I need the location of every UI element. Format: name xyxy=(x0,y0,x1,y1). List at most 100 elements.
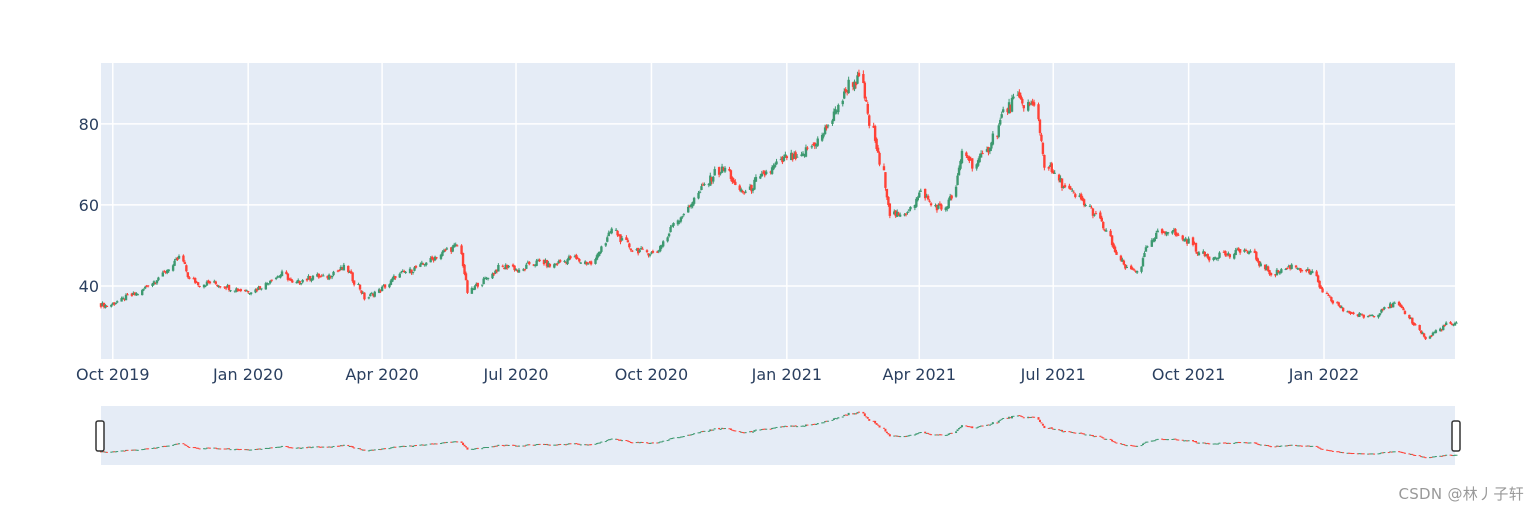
candle-body xyxy=(270,279,273,281)
candle-body xyxy=(219,286,222,288)
candle-body xyxy=(1208,256,1211,261)
slider-candle xyxy=(906,435,909,437)
slider-candle xyxy=(693,433,696,435)
candle-body xyxy=(719,172,722,174)
candle-body xyxy=(832,111,836,121)
candle-body xyxy=(604,243,608,246)
candle-body xyxy=(1246,251,1249,253)
slider-candle xyxy=(481,448,484,450)
slider-candle xyxy=(1061,429,1064,432)
candle-body xyxy=(1162,231,1165,233)
slider-candle xyxy=(729,428,732,430)
candle-body xyxy=(1152,239,1155,242)
slider-candle xyxy=(207,447,210,449)
range-slider-left-handle[interactable] xyxy=(95,420,105,452)
candle-body xyxy=(1315,271,1318,277)
candle-body xyxy=(1387,307,1390,309)
candle-body xyxy=(913,205,917,208)
candle-body xyxy=(991,133,995,145)
range-slider-area[interactable] xyxy=(101,406,1455,465)
candle-body xyxy=(1049,165,1052,167)
candle-body xyxy=(132,292,135,295)
slider-candle xyxy=(400,446,403,448)
candle-body xyxy=(1225,254,1229,256)
slider-candle xyxy=(578,443,581,445)
slider-candle xyxy=(291,447,294,449)
candle-body xyxy=(229,290,232,292)
slider-candle xyxy=(731,429,734,431)
slider-candle xyxy=(1011,416,1014,419)
slider-candle xyxy=(1434,456,1437,458)
candle-body xyxy=(246,291,250,293)
candle-body xyxy=(526,262,530,264)
slider-candle xyxy=(250,449,253,451)
candle-body xyxy=(504,264,507,270)
candle-body xyxy=(744,191,747,193)
candle-body xyxy=(944,207,947,211)
slider-candle xyxy=(1136,445,1139,447)
slider-candle xyxy=(226,448,229,450)
candle-body xyxy=(133,292,137,295)
slider-candle xyxy=(1454,454,1456,456)
range-slider-right-handle[interactable] xyxy=(1451,420,1461,452)
slider-candle xyxy=(248,449,251,451)
slider-candle xyxy=(1125,445,1128,447)
slider-candle xyxy=(300,447,303,449)
candle-body xyxy=(1119,255,1123,261)
candle-body xyxy=(135,293,138,296)
slider-candle xyxy=(1317,446,1320,448)
slider-candle xyxy=(918,432,921,434)
candle-body xyxy=(710,177,713,182)
slider-candle xyxy=(213,447,216,449)
candle-body xyxy=(935,204,939,211)
candle-body xyxy=(322,275,325,277)
candle-body xyxy=(831,120,834,124)
slider-candle xyxy=(1109,438,1112,440)
slider-candle xyxy=(507,444,510,446)
candle-body xyxy=(1300,270,1304,272)
candle-body xyxy=(1187,238,1190,244)
candle-body xyxy=(896,211,899,217)
slider-candle xyxy=(1063,431,1066,433)
slider-candle xyxy=(247,449,250,451)
slider-candle xyxy=(122,450,125,452)
candle-body xyxy=(750,184,753,192)
slider-candle xyxy=(175,443,178,445)
slider-candle xyxy=(1172,438,1175,440)
candle-body xyxy=(1110,235,1114,245)
candle-body xyxy=(926,195,930,200)
candle-body xyxy=(909,206,912,210)
slider-candle xyxy=(588,444,591,446)
candle-body xyxy=(136,294,139,296)
candle-body xyxy=(1026,102,1030,111)
slider-candle xyxy=(295,447,298,449)
slider-candle xyxy=(790,425,793,427)
slider-candle xyxy=(545,443,548,446)
candle-body xyxy=(781,157,784,163)
main-plot-area[interactable] xyxy=(101,63,1455,359)
slider-candle xyxy=(877,424,880,426)
slider-candle xyxy=(977,426,980,428)
candle-body xyxy=(1452,324,1455,326)
slider-candle xyxy=(616,438,619,440)
candle-body xyxy=(564,261,568,263)
candle-body xyxy=(1057,174,1061,181)
slider-candle xyxy=(382,448,385,450)
candle-body xyxy=(893,211,896,215)
candle-body xyxy=(185,265,188,272)
candle-body xyxy=(1403,311,1407,314)
slider-candle xyxy=(740,431,743,433)
slider-candle xyxy=(456,441,459,443)
slider-candle xyxy=(676,437,679,439)
candle-body xyxy=(815,144,818,147)
candle-body xyxy=(919,190,922,192)
slider-candle xyxy=(946,434,949,436)
candle-body xyxy=(835,110,839,112)
slider-candle xyxy=(501,444,504,446)
candle-body xyxy=(578,258,581,262)
candle-body xyxy=(547,262,550,268)
slider-candle xyxy=(688,434,691,436)
candle-body xyxy=(650,252,653,254)
candle-body xyxy=(759,176,762,179)
candle-body xyxy=(1029,103,1033,105)
